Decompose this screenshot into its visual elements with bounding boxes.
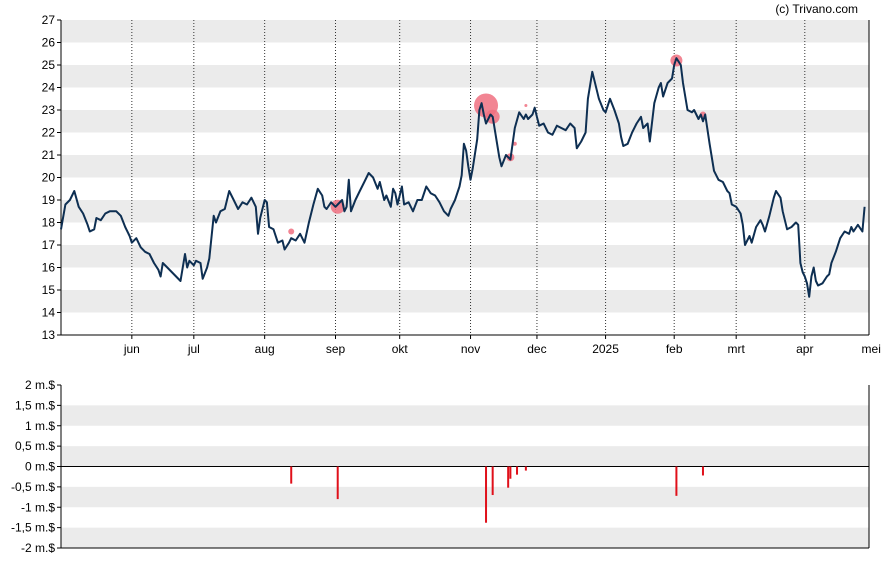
x-tick-label: okt [392, 342, 409, 356]
y-tick-label: 21 [42, 148, 56, 162]
x-tick-label: nov [461, 342, 480, 356]
grid-band [61, 20, 869, 43]
grid-band [61, 527, 869, 548]
y-tick-label: 13 [42, 328, 56, 342]
x-tick-label: jul [187, 342, 200, 356]
flow-bar [701, 466, 704, 476]
y-tick-label: 0 m.$ [25, 460, 55, 474]
trade-marker [524, 104, 528, 107]
grid-band [61, 65, 869, 88]
price-chart: jun jul aug sep okt nov dec 2025 feb mrt apr mei131… [42, 13, 881, 356]
x-tick-label: 2025 [592, 342, 619, 356]
y-tick-label: 25 [42, 58, 56, 72]
y-tick-label: -0,5 m.$ [11, 480, 55, 494]
flow-bar [485, 466, 488, 523]
y-tick-label: 20 [42, 171, 56, 185]
grid-band [61, 200, 869, 223]
flow-bar [516, 466, 519, 475]
grid-band [61, 155, 869, 178]
grid-band [61, 290, 869, 313]
grid-band [61, 446, 869, 467]
x-tick-label: aug [255, 342, 275, 356]
net-flow-chart: 2 m.$ 1,5 m.$ 1 m.$ 0,5 m.$ 0 m.$ -0,5 m.$ -1 … [11, 378, 870, 555]
x-tick-label: jun [123, 342, 140, 356]
y-tick-label: 1 m.$ [25, 419, 55, 433]
x-tick-label: apr [796, 342, 813, 356]
flow-bar [491, 466, 494, 496]
y-tick-label: 24 [42, 81, 56, 95]
flow-bar [507, 466, 510, 488]
trade-marker [330, 199, 345, 214]
grid-band [61, 405, 869, 426]
price-line [60, 57, 866, 298]
flow-bar [675, 466, 678, 496]
flow-bar [290, 466, 293, 484]
y-tick-label: 23 [42, 103, 56, 117]
y-tick-label: 22 [42, 126, 56, 140]
y-tick-label: 1,5 m.$ [15, 398, 55, 412]
x-tick-label: dec [527, 342, 546, 356]
y-tick-label: 27 [42, 13, 56, 27]
y-tick-label: 15 [42, 283, 56, 297]
y-tick-label: 19 [42, 193, 56, 207]
flow-bar [524, 466, 527, 471]
y-tick-label: 26 [42, 36, 56, 50]
flow-bar [336, 466, 339, 500]
y-tick-label: -2 m.$ [21, 541, 55, 555]
x-tick-label: sep [326, 342, 346, 356]
credit-text: (c) Trivano.com [775, 2, 858, 16]
y-tick-label: 0,5 m.$ [15, 439, 55, 453]
grid-band [61, 245, 869, 268]
x-tick-label: mei [862, 342, 881, 356]
y-tick-label: -1,5 m.$ [11, 521, 55, 535]
y-tick-label: 14 [42, 306, 56, 320]
y-tick-label: 16 [42, 261, 56, 275]
grid-band [61, 110, 869, 133]
grid-band [61, 486, 869, 508]
y-tick-label: 17 [42, 238, 56, 252]
y-tick-label: -1 m.$ [21, 500, 55, 514]
y-tick-label: 2 m.$ [25, 378, 55, 392]
flow-bar [509, 466, 512, 479]
y-tick-label: 18 [42, 216, 56, 230]
x-tick-label: feb [666, 342, 683, 356]
x-tick-label: mrt [728, 342, 746, 356]
trade-marker [288, 228, 295, 235]
trade-marker [512, 141, 517, 146]
